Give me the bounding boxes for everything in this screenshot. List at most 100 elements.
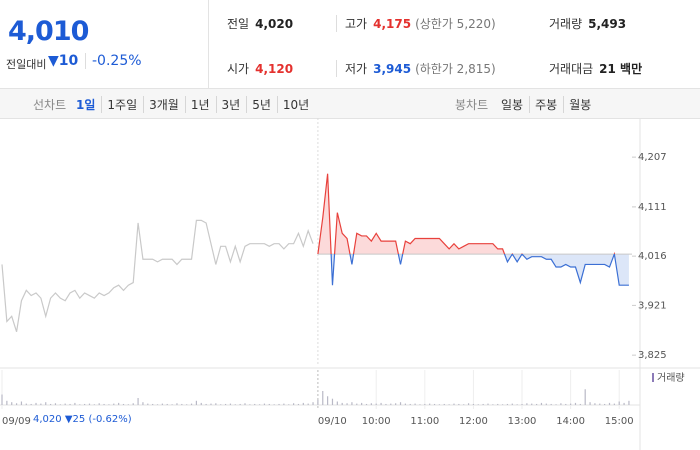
volume-bar xyxy=(283,403,285,405)
volume-bar xyxy=(156,404,159,405)
volume-bar xyxy=(570,403,572,405)
x-tick-label: 13:00 xyxy=(508,416,537,427)
volume-bar xyxy=(1,394,3,405)
candle-tab[interactable]: 일봉 xyxy=(501,98,524,112)
period-tab[interactable]: 3년 xyxy=(215,96,240,113)
volume-bar xyxy=(45,402,47,405)
period-tab[interactable]: 3개월 xyxy=(143,96,179,113)
volume-bar xyxy=(370,403,372,405)
volume-bar xyxy=(526,403,528,405)
volume-bar xyxy=(331,398,334,405)
volume-bar xyxy=(404,403,406,405)
stat-label: 저가 xyxy=(345,62,368,76)
volume-bar xyxy=(122,403,125,405)
volume-bar xyxy=(419,404,421,405)
volume-bar xyxy=(365,403,368,405)
volume-bar xyxy=(390,403,392,405)
candle-tab[interactable]: 월봉 xyxy=(563,96,591,113)
volume-bar xyxy=(380,402,382,405)
x-tick-label: 12:00 xyxy=(459,416,488,427)
period-tab[interactable]: 1년 xyxy=(184,96,210,113)
volume-bar xyxy=(327,396,329,405)
stat-label: 거래량 xyxy=(549,17,583,31)
volume-bar xyxy=(278,403,280,405)
volume-bar xyxy=(15,403,18,405)
volume-bar xyxy=(467,403,470,405)
volume-bar xyxy=(604,403,606,405)
volume-bar xyxy=(317,399,319,405)
volume-bar xyxy=(195,400,197,405)
volume-bar xyxy=(147,403,149,405)
stat-value: 4,120 xyxy=(255,62,294,76)
change: ▼10 xyxy=(48,53,79,69)
period-tab[interactable]: 10년 xyxy=(276,96,309,113)
volume-bar xyxy=(361,402,363,405)
volume-bar xyxy=(599,403,601,405)
volume-bar xyxy=(429,403,431,405)
volume-bar xyxy=(550,403,552,405)
period-tab[interactable]: 5년 xyxy=(246,96,271,113)
volume-bar xyxy=(409,403,411,405)
volume-bar xyxy=(11,402,13,405)
volume-bar xyxy=(6,400,8,405)
tab-group-label: 선차트 xyxy=(33,98,67,112)
stat-note: (하한가 2,815) xyxy=(415,62,496,76)
volume-bar xyxy=(297,403,300,405)
volume-bar xyxy=(589,402,591,405)
x-tick-label: 11:00 xyxy=(410,416,439,427)
change-pct: -0.25% xyxy=(85,53,142,69)
volume-bar xyxy=(132,403,134,405)
volume-bar xyxy=(54,403,57,405)
volume-legend: 거래량 xyxy=(657,372,685,384)
volume-legend-swatch xyxy=(652,373,654,382)
volume-bar xyxy=(302,402,304,405)
volume-bar xyxy=(438,404,440,405)
volume-bar xyxy=(322,391,324,405)
volume-bar xyxy=(40,403,42,405)
volume-bar xyxy=(516,404,518,405)
volume-bar xyxy=(142,402,144,405)
current-price: 4,010 xyxy=(8,16,89,47)
volume-bar xyxy=(521,403,523,405)
volume-bar xyxy=(229,403,232,405)
volume-bar xyxy=(205,403,207,405)
volume-bar xyxy=(79,404,81,405)
volume-bar xyxy=(210,403,212,405)
stat-item: 저가 3,945 (하한가 2,815) xyxy=(336,60,496,77)
volume-bar xyxy=(186,404,188,405)
volume-bar xyxy=(171,404,173,405)
volume-bar xyxy=(254,403,256,405)
tab-bar: 선차트 1일 1주일 3개월 1년 3년 5년 10년 봉차트 일봉 주봉 월봉 xyxy=(0,89,700,119)
volume-bar xyxy=(64,403,66,405)
volume-bar xyxy=(74,402,76,405)
period-tab[interactable]: 1주일 xyxy=(101,96,137,113)
volume-bar xyxy=(399,402,402,405)
volume-bar xyxy=(35,402,37,405)
volume-bar xyxy=(346,403,348,405)
volume-bar xyxy=(623,402,625,405)
volume-bar xyxy=(50,403,52,405)
volume-bar xyxy=(395,403,397,405)
footer-info: 4,020 ▼25 (-0.62%) xyxy=(33,414,132,425)
volume-bar xyxy=(487,403,489,405)
volume-bar xyxy=(244,403,246,405)
volume-bar xyxy=(385,403,387,405)
footer-change: ▼25 xyxy=(64,414,86,425)
stat-label: 전일 xyxy=(227,17,250,31)
y-tick-label: 4,111 xyxy=(638,202,667,213)
period-tab[interactable]: 1일 xyxy=(76,98,96,112)
volume-bar xyxy=(608,402,611,405)
volume-bar xyxy=(375,403,377,405)
volume-bar xyxy=(127,404,129,405)
volume-bar xyxy=(618,401,620,405)
volume-bar xyxy=(453,403,455,405)
stat-value: 21 백만 xyxy=(599,62,643,76)
volume-bar xyxy=(258,404,261,405)
volume-bar xyxy=(176,403,178,405)
volume-bar xyxy=(98,403,100,405)
candle-tab[interactable]: 주봉 xyxy=(529,96,557,113)
x-tick-label: 09/10 xyxy=(318,416,347,427)
volume-bar xyxy=(497,403,499,405)
volume-bar xyxy=(20,401,23,405)
volume-bar xyxy=(472,403,475,405)
